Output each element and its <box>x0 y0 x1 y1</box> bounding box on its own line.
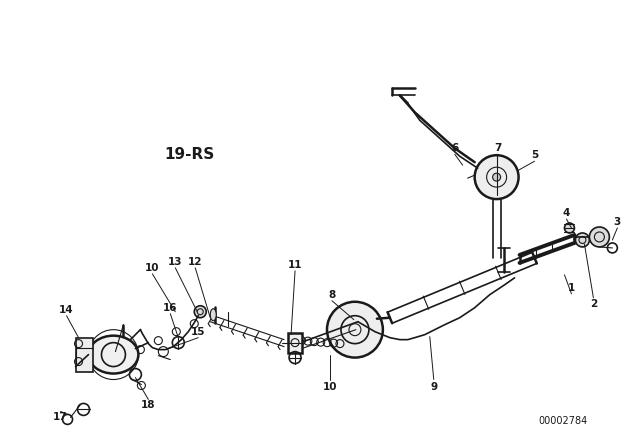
Text: 6: 6 <box>451 143 458 153</box>
Circle shape <box>564 223 575 233</box>
Text: 3: 3 <box>614 217 621 227</box>
Bar <box>76 338 93 371</box>
Text: 11: 11 <box>288 260 302 270</box>
Text: 16: 16 <box>163 303 177 313</box>
Text: 14: 14 <box>60 305 74 315</box>
Text: 19-RS: 19-RS <box>164 147 214 162</box>
Circle shape <box>475 155 518 199</box>
Text: 9: 9 <box>430 383 437 392</box>
Text: 18: 18 <box>141 401 156 410</box>
Circle shape <box>327 302 383 358</box>
Circle shape <box>589 227 609 247</box>
Text: 10: 10 <box>145 263 159 273</box>
Circle shape <box>493 173 500 181</box>
Text: 4: 4 <box>563 208 570 218</box>
Text: 12: 12 <box>188 257 202 267</box>
Circle shape <box>195 306 206 318</box>
Circle shape <box>575 233 589 247</box>
Text: 5: 5 <box>531 150 538 160</box>
Text: 00002784: 00002784 <box>538 416 588 426</box>
Ellipse shape <box>88 336 138 374</box>
Text: 1: 1 <box>568 283 575 293</box>
Text: 7: 7 <box>494 143 501 153</box>
Bar <box>288 333 302 353</box>
Ellipse shape <box>210 309 216 321</box>
Text: 10: 10 <box>323 383 337 392</box>
Text: 2: 2 <box>590 299 597 309</box>
Text: 17: 17 <box>53 413 68 422</box>
Text: 8: 8 <box>328 290 335 300</box>
Text: 15: 15 <box>191 327 205 336</box>
Text: 13: 13 <box>168 257 182 267</box>
